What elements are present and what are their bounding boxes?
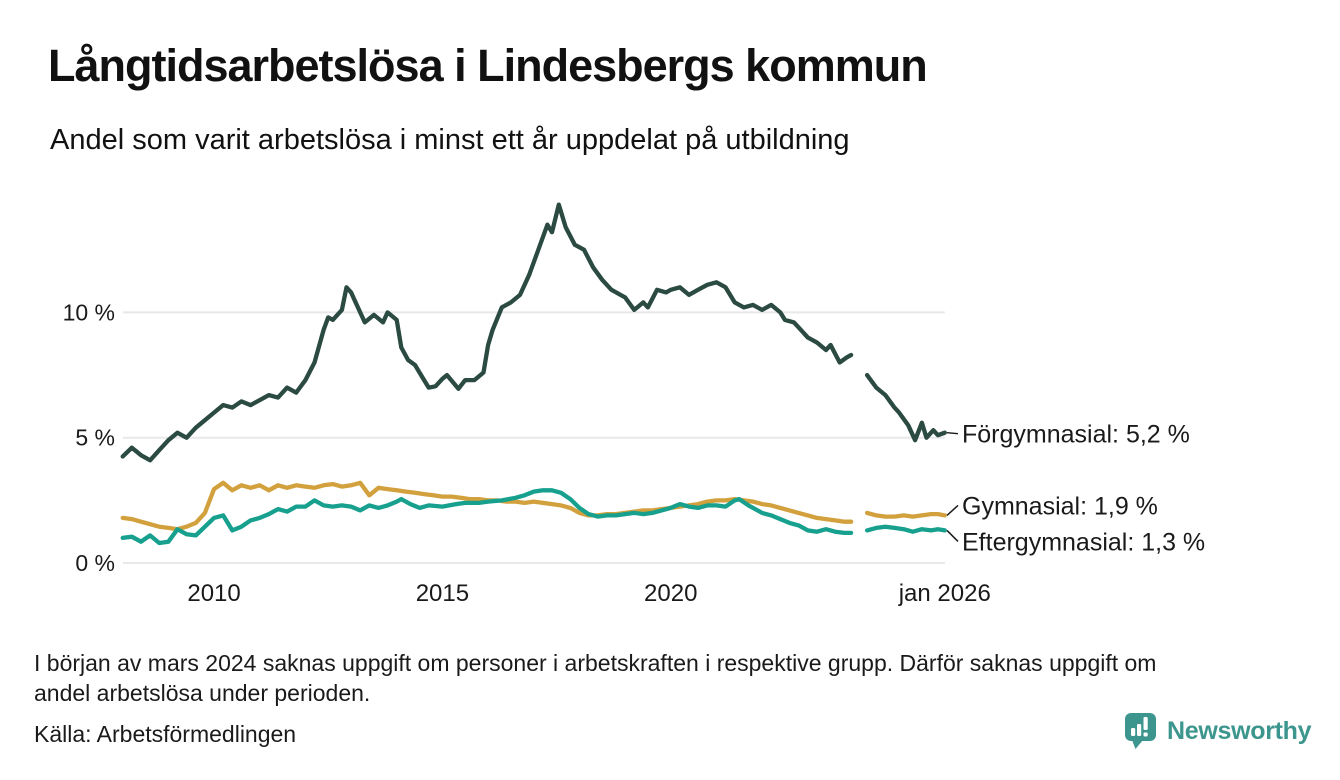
source-note: Källa: Arbetsförmedlingen [34,721,297,747]
line-eftergymnasial [120,488,947,546]
footnote-line-2: andel arbetslösa under perioden. [34,680,371,706]
page-title: Långtidsarbetslösa i Lindesbergs kommun [48,40,928,91]
x-axis-tick-2015: 2015 [416,580,469,607]
newsworthy-bars-icon [1125,713,1156,749]
footnote-line-1: I början av mars 2024 saknas uppgift om … [34,650,1157,676]
newsworthy-logo-text: Newsworthy [1167,716,1312,745]
y-axis-tick-0pct: 0 % [75,550,115,576]
line-forgymnasial [120,202,947,463]
label-connector-forgymnasial [946,431,959,435]
series-end-label-gymnasial: Gymnasial: 1,9 % [962,492,1158,520]
series-end-label-forgymnasial: Förgymnasial: 5,2 % [962,421,1190,449]
page-subtitle: Andel som varit arbetslösa i minst ett å… [50,124,850,156]
x-axis-tick-2020: 2020 [644,580,697,607]
label-connector-gymnasial [946,504,959,516]
label-connector-eftergymnasial [946,529,959,542]
chart-footnote: I början av mars 2024 saknas uppgift om … [34,648,1156,708]
x-axis-tick-2010: 2010 [187,580,240,607]
y-axis-tick-5pct: 5 % [75,425,115,451]
series-end-label-eftergymnasial: Eftergymnasial: 1,3 % [962,528,1205,556]
newsworthy-logo: Newsworthy [1124,712,1312,750]
x-axis-tick-jan-2026: jan 2026 [898,580,991,607]
y-axis-tick-10pct: 10 % [63,299,115,325]
